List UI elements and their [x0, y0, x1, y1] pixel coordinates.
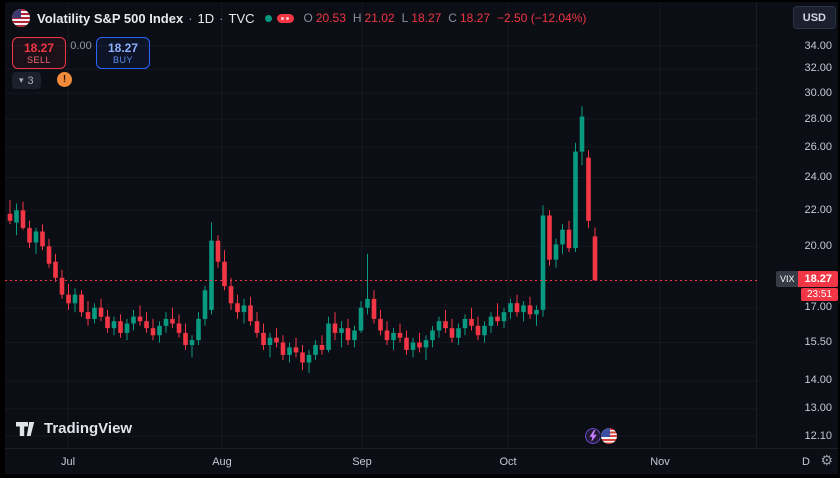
price-axis-label: 13.00 [804, 402, 832, 415]
legend-collapse-button[interactable]: ▾ 3 [12, 72, 41, 89]
legend-separator: · [219, 10, 224, 26]
window-edge [838, 0, 840, 478]
buy-button[interactable]: 18.27 BUY [96, 37, 150, 69]
close-value: 18.27 [459, 11, 490, 25]
time-axis-label[interactable]: Oct [499, 456, 517, 468]
chevron-down-icon: ▾ [19, 75, 24, 85]
candlestick-chart[interactable] [0, 0, 757, 448]
symbol-title[interactable]: Volatility S&P 500 Index [37, 10, 184, 26]
price-axis-label: 26.00 [804, 140, 832, 153]
currency-button[interactable]: USD [792, 6, 836, 29]
exchange-value[interactable]: TVC [228, 10, 255, 26]
time-axis[interactable]: Jul Aug Sep Oct Nov D [0, 448, 840, 474]
buy-price: 18.27 [107, 40, 139, 55]
time-axis-label[interactable]: Nov [650, 456, 670, 468]
open-value: 20.53 [315, 11, 346, 25]
sell-label: SELL [26, 54, 52, 65]
sell-price: 18.27 [23, 40, 55, 55]
price-axis-label: 17.00 [804, 301, 832, 314]
tradingview-mark-icon [16, 421, 35, 436]
price-axis-label: 28.00 [804, 112, 832, 125]
last-price-badge: VIX 18.27 [775, 271, 838, 288]
interval-value[interactable]: 1D [197, 10, 215, 26]
price-axis-label: 20.00 [804, 239, 832, 252]
price-axis-label: 24.00 [804, 170, 832, 183]
ohlc-values: O 20.53 H 21.02 L 18.27 C 18.27 −2.50 (−… [304, 11, 587, 25]
symbol-tag: VIX [775, 271, 799, 288]
time-axis-label[interactable]: Aug [212, 456, 232, 468]
legend-separator: · [188, 10, 193, 26]
open-label: O [303, 11, 313, 25]
price-axis-label: 14.00 [804, 374, 832, 387]
lightning-icon [589, 430, 597, 442]
sell-button[interactable]: 18.27 SELL [12, 37, 66, 69]
price-axis[interactable]: 34.00 32.00 30.00 28.00 26.00 24.00 22.00 20.00… [756, 0, 840, 448]
buy-label: BUY [112, 54, 133, 65]
low-label: L [401, 11, 409, 25]
high-value: 21.02 [364, 11, 395, 25]
price-axis-label: 32.00 [804, 62, 832, 75]
time-axis-label[interactable]: D [802, 456, 810, 468]
spread-value: 0.00 [70, 40, 92, 52]
buy-sell-panel: 18.27 SELL 0.00 18.27 BUY [12, 37, 150, 69]
change-value: −2.50 (−12.04%) [497, 11, 587, 25]
time-axis-label[interactable]: Sep [352, 456, 372, 468]
last-price-value: 18.27 [798, 271, 838, 288]
price-axis-label: 12.10 [804, 429, 832, 442]
window-edge [0, 0, 840, 2]
price-axis-label: 30.00 [804, 86, 832, 99]
flag-canton [601, 428, 610, 437]
tradingview-logo-text: TradingView [44, 420, 133, 437]
high-label: H [352, 11, 362, 25]
close-label: C [448, 11, 457, 25]
price-axis-label: 34.00 [804, 39, 832, 52]
alerts-status-icon[interactable] [276, 13, 294, 23]
chart-legend: Volatility S&P 500 Index · 1D · TVC O 20… [12, 9, 586, 27]
warning-icon[interactable]: ! [57, 72, 72, 87]
tradingview-logo[interactable]: TradingView [16, 420, 132, 437]
us-flag-icon [12, 9, 30, 27]
price-axis-label: 15.50 [804, 336, 832, 349]
market-status-icon[interactable] [264, 14, 272, 22]
low-value: 18.27 [411, 11, 442, 25]
price-axis-label: 22.00 [804, 203, 832, 216]
axis-settings-gear-icon[interactable]: ⚙ [820, 452, 833, 468]
event-markers [584, 427, 618, 445]
hidden-series-count: 3 [27, 74, 34, 87]
us-flag-event-icon[interactable] [600, 427, 618, 445]
warning-mark: ! [62, 74, 67, 85]
window-edge [0, 474, 840, 478]
time-axis-label[interactable]: Jul [60, 456, 76, 468]
window-edge [0, 0, 5, 478]
bar-countdown-badge: 23:51 [800, 288, 838, 302]
